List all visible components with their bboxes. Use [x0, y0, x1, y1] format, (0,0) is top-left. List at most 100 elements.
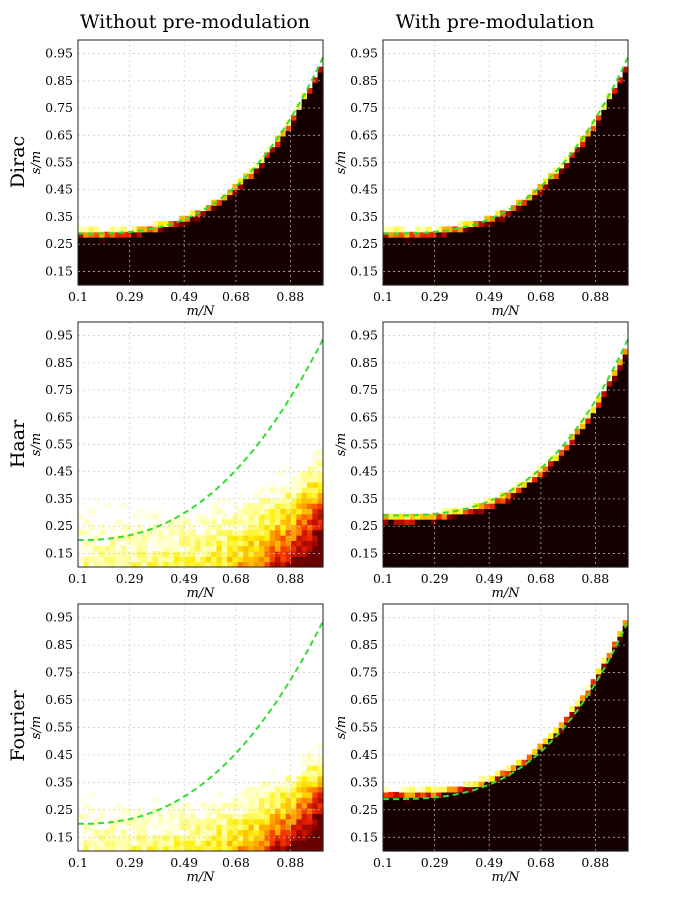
- heatmap-cell: [612, 433, 618, 440]
- heatmap-cell: [301, 545, 308, 552]
- heatmap-cell: [537, 242, 544, 249]
- phase-transition-curve: [78, 338, 324, 541]
- heatmap-cell: [606, 167, 613, 174]
- heatmap-cell: [237, 279, 244, 286]
- heatmap-cell: [601, 173, 608, 180]
- heatmap-cell: [542, 759, 549, 766]
- heatmap-cell: [211, 551, 218, 557]
- heatmap-cell: [301, 173, 308, 180]
- heatmap-cell: [430, 802, 437, 809]
- heatmap-cell: [184, 561, 191, 568]
- heatmap-cell: [285, 497, 292, 504]
- heatmap-cell: [489, 545, 496, 552]
- heatmap-cell: [237, 237, 244, 243]
- heatmap-cell: [558, 834, 565, 841]
- heatmap-cell: [301, 840, 308, 847]
- heatmap-cell: [301, 98, 308, 105]
- heatmap-cell: [301, 130, 308, 137]
- heatmap-cell: [601, 130, 608, 137]
- heatmap-cell: [78, 242, 84, 249]
- heatmap-cell: [301, 146, 308, 153]
- heatmap-cell: [612, 439, 618, 446]
- heatmap-cell: [269, 513, 276, 520]
- heatmap-cell: [248, 242, 255, 249]
- heatmap-cell: [494, 497, 501, 504]
- heatmap-cell: [404, 556, 411, 563]
- heatmap-cell: [585, 813, 592, 820]
- heatmap-cell: [301, 167, 308, 174]
- heatmap-cell: [569, 765, 576, 772]
- heatmap-cell: [606, 119, 613, 126]
- heatmap-cell: [296, 221, 303, 228]
- heatmap-cell: [280, 845, 287, 852]
- heatmap-cell: [617, 242, 624, 249]
- heatmap-cell: [189, 551, 196, 557]
- heatmap-cell: [505, 797, 512, 804]
- heatmap-cell: [564, 173, 571, 180]
- heatmap-cell: [409, 824, 416, 831]
- heatmap-cell: [526, 781, 533, 788]
- heatmap-cell: [269, 146, 276, 153]
- heatmap-cell: [285, 824, 292, 831]
- heatmap-cell: [478, 535, 485, 541]
- heatmap-cell: [264, 545, 271, 552]
- heatmap-cell: [120, 529, 127, 536]
- heatmap-cell: [526, 205, 533, 212]
- heatmap-cell: [414, 269, 421, 275]
- heatmap-cell: [526, 829, 533, 836]
- heatmap-cell: [409, 786, 416, 793]
- heatmap-cell: [478, 797, 485, 804]
- heatmap-cell: [291, 141, 297, 148]
- heatmap-cell: [622, 625, 629, 632]
- heatmap-cell: [532, 829, 539, 836]
- heatmap-cell: [580, 269, 586, 275]
- heatmap-cell: [548, 194, 555, 201]
- heatmap-cell: [564, 716, 571, 723]
- heatmap-cell: [296, 157, 303, 164]
- heatmap-cell: [532, 786, 539, 793]
- heatmap-cell: [510, 274, 517, 281]
- heatmap-cell: [136, 808, 143, 815]
- heatmap-cell: [280, 786, 287, 793]
- heatmap-cell: [622, 513, 629, 520]
- heatmap-cell: [452, 556, 459, 563]
- heatmap-cell: [462, 551, 469, 557]
- heatmap-cell: [542, 743, 549, 750]
- heatmap-cell: [227, 556, 234, 563]
- heatmap-cell: [500, 508, 507, 515]
- heatmap-cell: [195, 226, 202, 233]
- heatmap-cell: [580, 481, 586, 488]
- heatmap-cell: [131, 258, 138, 265]
- heatmap-cell: [312, 125, 319, 132]
- heatmap-cell: [291, 237, 297, 243]
- heatmap-cell: [612, 663, 618, 670]
- heatmap-cell: [617, 545, 624, 552]
- heatmap-cell: [285, 253, 292, 259]
- heatmap-cell: [317, 135, 324, 142]
- heatmap-cell: [553, 237, 560, 243]
- heatmap-cell: [612, 93, 618, 100]
- heatmap-cell: [120, 808, 127, 815]
- heatmap-cell: [414, 279, 421, 286]
- heatmap-cell: [596, 508, 602, 515]
- heatmap-cell: [468, 524, 475, 531]
- heatmap-cell: [221, 231, 228, 238]
- heatmap-cell: [393, 258, 400, 265]
- heatmap-cell: [195, 258, 202, 265]
- heatmap-cell: [312, 492, 319, 499]
- heatmap-cell: [553, 508, 560, 515]
- heatmap-cell: [569, 508, 576, 515]
- heatmap-cell: [383, 556, 389, 563]
- heatmap-cell: [307, 210, 313, 217]
- heatmap-cell: [296, 829, 303, 836]
- heatmap-cell: [542, 748, 549, 755]
- heatmap-cell: [317, 269, 324, 275]
- heatmap-cell: [441, 813, 448, 820]
- heatmap-cell: [585, 167, 592, 174]
- heatmap-cell: [596, 210, 602, 217]
- heatmap-cell: [622, 221, 629, 228]
- heatmap-cell: [216, 834, 223, 841]
- heatmap-cell: [574, 519, 581, 525]
- heatmap-cell: [542, 231, 549, 238]
- heatmap-cell: [248, 258, 255, 265]
